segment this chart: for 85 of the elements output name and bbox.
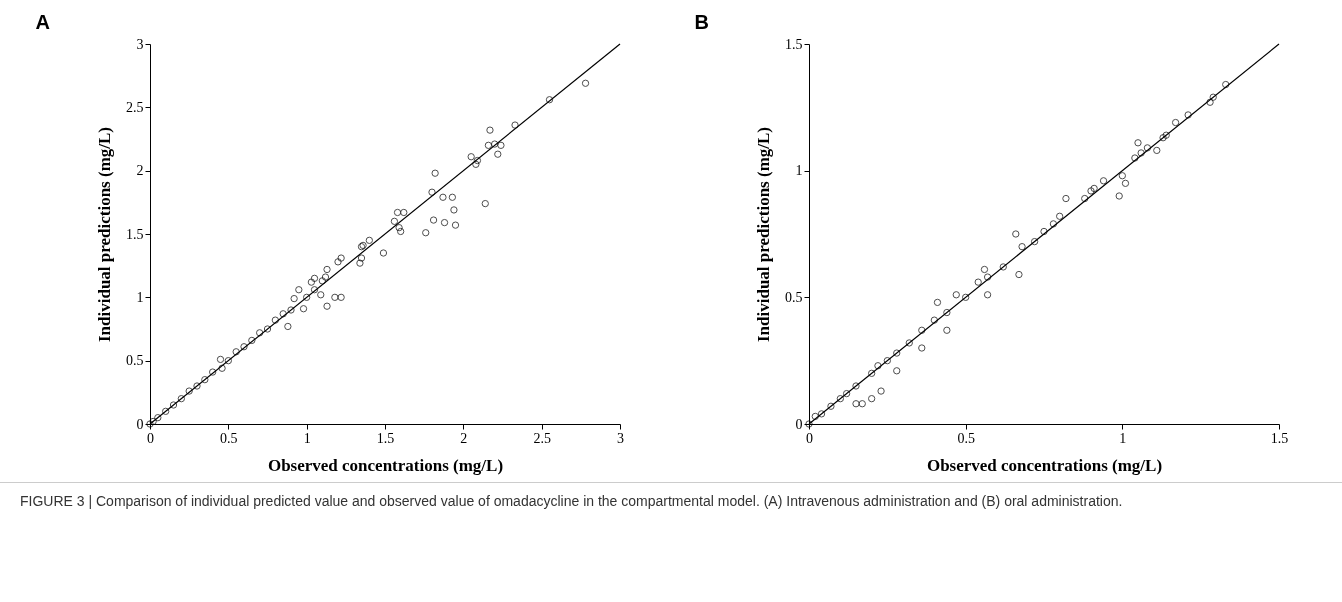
point [1222,80,1230,89]
point [1015,270,1023,279]
point [1162,131,1170,139]
point [893,349,901,357]
point [1118,172,1126,180]
y-tick-label: 1.5 [126,226,144,242]
point [874,362,882,370]
x-axis-title: Observed concentrations (mg/L) [926,455,1163,475]
point [842,389,851,398]
point [1099,177,1108,185]
point [868,369,876,377]
y-tick-label: 3 [136,36,144,52]
point [1206,98,1214,106]
point [918,326,926,334]
point [943,326,951,334]
point [1018,243,1026,251]
point [983,291,992,299]
point [1209,93,1217,101]
y-tick-label: 0 [795,416,803,432]
point [1143,144,1152,152]
point [980,265,989,274]
point [974,278,982,286]
chart-title: A [35,11,50,33]
x-tick-label: 1.5 [1270,430,1289,446]
y-tick-label: 1 [136,289,144,305]
x-tick-label: 3 [617,430,624,446]
y-tick-label: 0 [136,416,144,432]
point [1115,192,1123,200]
point [962,293,970,301]
point [930,316,938,324]
point [1153,146,1161,155]
point [1184,111,1192,119]
point [1131,154,1139,162]
x-tick-label: 0 [147,430,154,446]
point [852,382,860,390]
point [983,273,992,281]
y-tick-label: 0.5 [126,353,144,369]
point [1159,134,1167,142]
y-tick-label: 2 [136,163,144,179]
point [1012,230,1020,238]
point [1081,194,1089,203]
x-tick-label: 0 [806,430,813,446]
point [933,298,942,307]
point [1062,194,1070,203]
point [1040,227,1048,236]
y-tick-label: 2.5 [126,99,144,115]
y-tick-label: 1.5 [785,36,803,52]
point [1090,184,1098,193]
point [852,400,860,408]
point [858,400,866,408]
point [1056,212,1064,220]
point [811,412,819,421]
point [999,263,1007,271]
point [1049,220,1058,228]
y-tick-label: 1 [795,163,803,179]
x-tick-label: 2 [460,430,468,446]
point [877,387,885,395]
point [1087,187,1095,195]
x-tick-label: 2.5 [533,430,551,446]
point [836,395,844,403]
x-axis-title: Observed concentrations (mg/L) [267,455,504,475]
point [918,344,926,352]
chart-title: B [694,11,709,33]
y-tick-label: 0.5 [785,289,803,305]
x-tick-label: 1.5 [376,430,395,446]
point [952,291,960,299]
point [893,367,901,375]
point [883,357,891,365]
point [827,402,835,410]
point [1030,237,1039,246]
x-tick-label: 1 [303,430,311,446]
point [943,308,951,317]
point [905,339,913,347]
point [1134,139,1142,147]
point [817,410,826,418]
point [1171,118,1180,127]
y-axis-title: Individual predictions (mg/L) [754,126,773,343]
x-tick-label: 0.5 [957,430,975,446]
point [1137,149,1145,157]
point [1121,179,1130,187]
x-tick-label: 0.5 [220,430,238,446]
x-tick-label: 1 [1119,430,1127,446]
caption: FIGURE 3 | Comparison of individual predicted value and observed value of omadacycline in the compartmental model. (A) Intravenous administration and (B) oral administration. [20,493,1124,509]
point [868,395,876,403]
y-axis-title: Individual predictions (mg/L) [95,126,114,343]
